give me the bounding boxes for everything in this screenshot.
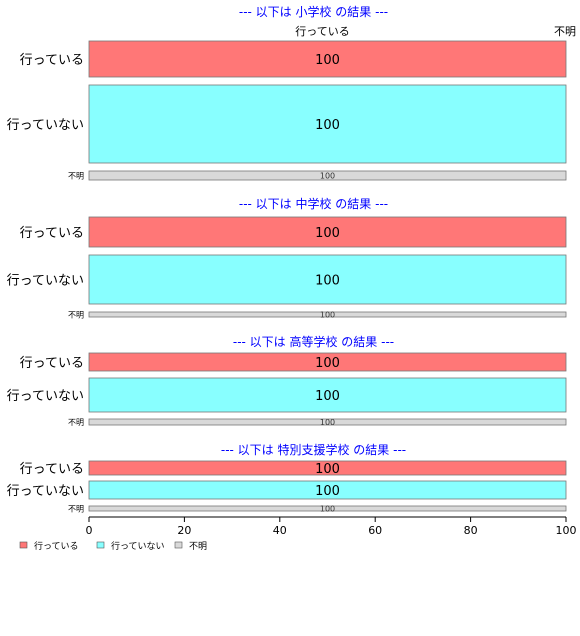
bar-0-1 xyxy=(88,84,567,164)
legend-label-2: 不明 xyxy=(189,541,207,552)
bar-3-2 xyxy=(88,505,567,512)
x-tick-label-4: 80 xyxy=(464,524,478,537)
legend-label-0: 行っている xyxy=(34,540,79,552)
category-label-3-0: 行っている xyxy=(20,462,84,477)
category-label-3-2: 不明 xyxy=(68,505,84,514)
bar-value-1-1: 100 xyxy=(315,274,340,289)
legend-swatch-2 xyxy=(174,541,183,549)
bar-0-2 xyxy=(88,170,567,181)
x-tick-label-2: 40 xyxy=(273,524,287,537)
category-label-0-0: 行っている xyxy=(20,53,84,68)
bar-2-0 xyxy=(88,352,567,372)
panel-title-3: --- 以下は 特別支援学校 の結果 --- xyxy=(221,442,406,457)
panel-title-2: --- 以下は 高等学校 の結果 --- xyxy=(233,334,394,349)
bar-value-1-0: 100 xyxy=(315,226,340,241)
top-label-0: 行っている xyxy=(295,25,349,38)
x-tick-label-0: 0 xyxy=(86,524,93,537)
category-label-0-1: 行っていない xyxy=(7,118,84,133)
bar-2-1 xyxy=(88,377,567,413)
legend-swatch-1 xyxy=(96,541,105,549)
bar-1-1 xyxy=(88,254,567,305)
bar-3-1 xyxy=(88,480,567,500)
bar-value-2-2: 100 xyxy=(320,418,335,427)
panel-title-0: --- 以下は 小学校 の結果 --- xyxy=(239,4,388,19)
category-label-3-1: 行っていない xyxy=(7,484,84,499)
category-label-1-2: 不明 xyxy=(68,311,84,320)
category-label-1-0: 行っている xyxy=(20,226,84,241)
bar-3-0 xyxy=(88,460,567,476)
legend-label-1: 行っていない xyxy=(111,540,165,552)
category-label-2-1: 行っていない xyxy=(7,389,84,404)
bar-value-1-2: 100 xyxy=(320,311,335,320)
legend-swatch-0 xyxy=(19,541,28,549)
x-tick-label-1: 20 xyxy=(177,524,191,537)
category-label-1-1: 行っていない xyxy=(7,274,84,289)
bar-value-0-1: 100 xyxy=(315,118,340,133)
panel-title-1: --- 以下は 中学校 の結果 --- xyxy=(239,196,388,211)
bar-2-2 xyxy=(88,418,567,426)
bar-value-0-2: 100 xyxy=(320,172,335,181)
bar-value-3-0: 100 xyxy=(315,462,340,477)
bar-value-2-1: 100 xyxy=(315,389,340,404)
bar-0-0 xyxy=(88,40,567,78)
bar-value-3-1: 100 xyxy=(315,484,340,499)
bar-1-2 xyxy=(88,311,567,318)
category-label-2-2: 不明 xyxy=(68,418,84,427)
x-tick-label-5: 100 xyxy=(556,524,577,537)
category-label-2-0: 行っている xyxy=(20,356,84,371)
category-label-0-2: 不明 xyxy=(68,172,84,181)
x-tick-label-3: 60 xyxy=(368,524,382,537)
bar-1-0 xyxy=(88,216,567,248)
bar-value-3-2: 100 xyxy=(320,505,335,514)
bar-value-2-0: 100 xyxy=(315,356,340,371)
bar-value-0-0: 100 xyxy=(315,53,340,68)
top-label-1: 不明 xyxy=(554,25,576,38)
